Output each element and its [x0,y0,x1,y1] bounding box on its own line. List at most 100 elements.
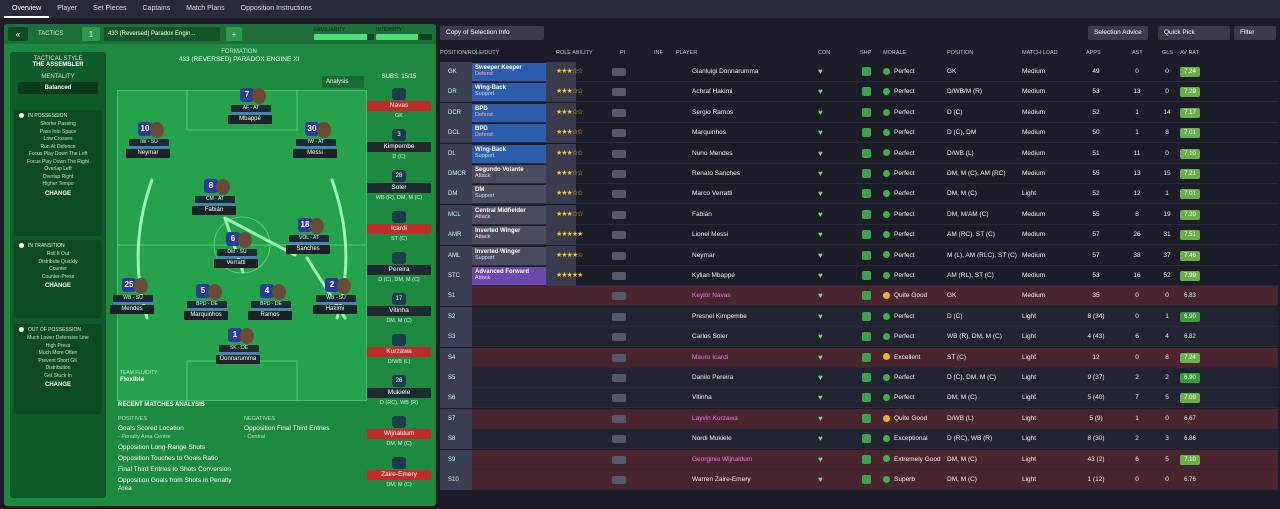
copy-selection-info-select[interactable]: Copy of Selection Info [440,26,544,40]
table-row[interactable]: S4 Mauro Icardi ♥ Excellent ST (C) Light 12 0 8 7… [440,347,1278,368]
player-name[interactable]: Keylor Navas [692,292,731,300]
player-name[interactable]: Vitinha [692,394,712,402]
column-header[interactable]: INF [654,50,663,56]
pi-icon[interactable] [612,272,626,280]
player-name[interactable]: Carlos Soler [692,333,728,341]
table-row[interactable]: S1 Keylor Navas ♥ Quite Good GK Medium 35 0 0 6.8… [440,286,1278,307]
table-row[interactable]: STC Advanced Forward Attack ★★★★★ Kylian Mba… [440,266,1278,286]
tactic-select[interactable]: 433 (Reversed) Paradox Engin... [104,27,220,41]
table-row[interactable]: S10 Warren Zaire-Emery ♥ Superb DM, M (C) Lig… [440,470,1278,490]
pitch-player[interactable]: 6 DM - SU Verratti [211,232,261,278]
change-in-transition-button[interactable]: CHANGE [44,283,71,289]
table-row[interactable]: S6 Vitinha ♥ Perfect DM, M (C) Light 5 (40) 7 5 7… [440,388,1278,409]
pi-icon[interactable] [612,374,626,382]
sub-player[interactable]: Navas GK [367,88,431,132]
pi-icon[interactable] [612,231,626,240]
formation-select[interactable]: 433 (REVERSED) PARADOX ENGINE XI [178,56,300,63]
role-select[interactable]: DM Support [472,185,546,204]
table-row[interactable]: AML Inverted Winger Support ★★★★☆ Neymar ♥ Per… [440,245,1278,266]
recent-analysis-link[interactable]: RECENT MATCHES ANALYSIS [118,402,205,408]
pi-icon[interactable] [612,435,626,444]
sub-player[interactable]: Icardi ST (C) [367,211,431,255]
pi-icon[interactable] [612,88,626,97]
sub-player[interactable]: Zaire-Emery DM, M (C) [367,457,431,501]
player-name[interactable]: Nordi Mukiele [692,435,732,443]
sub-player[interactable]: 28 Soler WB (R), DM, M (C) [367,170,431,214]
tactic-slot[interactable]: 1 [82,27,100,41]
table-row[interactable]: S3 Carlos Soler ♥ Perfect WB (R), DM, M (C) L… [440,327,1278,348]
player-name[interactable]: Neymar [692,251,715,259]
player-name[interactable]: Nuno Mendes [692,149,733,157]
pi-icon[interactable] [612,170,626,178]
pitch-player[interactable]: 2 WB - SU Hakimi [310,278,360,324]
role-select[interactable]: BPD Defend [472,103,546,122]
player-name[interactable]: Fabián [692,210,712,218]
pi-icon[interactable] [612,190,626,199]
player-name[interactable]: Kylian Mbappé [692,272,735,279]
player-name[interactable]: Sergio Ramos [692,108,734,116]
analysis-button[interactable]: Analysis [322,76,364,88]
role-select[interactable]: Segundo Volante Attack [472,165,546,183]
nav-tab[interactable]: Captains [142,5,171,12]
table-row[interactable]: GK Sweeper Keeper Defend ★★★☆☆ Gianluigi Don… [440,62,1278,82]
role-select[interactable]: Sweeper Keeper Defend [472,63,546,81]
pi-icon[interactable] [612,394,626,403]
filter-button[interactable]: Filter [1234,26,1276,40]
sub-player[interactable]: Wijnaldum DM, M (C) [367,416,431,460]
table-row[interactable]: DCL BPD Defend ★★★☆☆ Marquinhos ♥ Perfect D (C)… [440,123,1278,144]
pi-icon[interactable] [612,108,626,117]
pi-icon[interactable] [612,149,626,158]
table-row[interactable]: DCR BPD Defend ★★★☆☆ Sergio Ramos ♥ Perfect D (… [440,102,1278,123]
pi-icon[interactable] [612,333,626,342]
player-name[interactable]: Mauro Icardi [692,353,729,361]
table-row[interactable]: S7 Layvin Kurzawa ♥ Quite Good D/WB (L) Light… [440,408,1278,429]
table-row[interactable]: AMR Inverted Winger Attack ★★★★★ Lionel Mess… [440,225,1278,246]
pi-icon[interactable] [612,129,626,138]
table-row[interactable]: DL Wing-Back Support ★★★☆☆ Nuno Mendes ♥ Perfe… [440,143,1278,164]
sub-player[interactable]: Pereira D (C), DM, M (C) [367,252,431,296]
nav-tab[interactable]: Set Pieces [93,5,127,12]
sub-player[interactable]: 3 Kimpembe D (C) [367,129,431,173]
role-select[interactable]: Wing-Back Support [472,83,546,102]
pitch-player[interactable]: 8 CM - AT Fabián [189,179,239,225]
table-row[interactable]: S8 Nordi Mukiele ♥ Exceptional D (RC), WB (R… [440,429,1278,450]
pitch-player[interactable]: 7 AF - AT Mbappé [225,88,275,134]
table-row[interactable]: S9 Georginio Wijnaldum ♥ Extremely Good DM, … [440,449,1278,470]
sub-player[interactable]: 17 Vitinha DM, M (C) [367,293,431,337]
nav-tab[interactable]: Match Plans [186,5,225,12]
table-row[interactable]: DM DM Support ★★★☆☆ Marco Verratti ♥ Perfect DM… [440,184,1278,205]
column-header[interactable]: AST [1132,50,1143,56]
player-name[interactable]: Layvin Kurzawa [692,414,738,422]
column-header[interactable]: GLS [1162,50,1174,56]
pi-icon[interactable] [612,353,626,362]
pitch-player[interactable]: 5 BPD - DE Marquinhos [181,284,231,330]
player-name[interactable]: Marco Verratti [692,190,733,198]
role-select[interactable]: Inverted Winger Attack [472,226,546,245]
add-tactic-button[interactable]: + [226,27,242,41]
column-header[interactable]: SHP [860,50,872,56]
back-button[interactable]: « [8,27,28,41]
pitch-player[interactable]: 25 WB - SU Mendes [107,278,157,324]
pi-icon[interactable] [612,68,626,76]
player-name[interactable]: Marquinhos [692,129,726,137]
role-select[interactable]: BPD Defend [472,124,546,143]
mentality-select[interactable]: Balanced [18,82,98,94]
nav-tab[interactable]: Opposition Instructions [240,5,312,12]
column-header[interactable]: MATCH LOAD [1022,50,1058,56]
sub-player[interactable]: Kurzawa D/WB (L) [367,334,431,378]
player-name[interactable]: Georginio Wijnaldum [692,455,753,463]
nav-tab[interactable]: Overview [4,0,50,18]
column-header[interactable]: ROLE ABILITY [556,50,593,56]
column-header[interactable]: POSITION [947,50,974,56]
pi-icon[interactable] [612,476,626,484]
column-header[interactable]: AV RAT [1180,50,1200,56]
column-header[interactable]: POSITION/ROLE/DUTY [440,50,500,56]
player-name[interactable]: Gianluigi Donnarumma [692,68,759,75]
player-name[interactable]: Lionel Messi [692,231,729,239]
nav-tab[interactable]: Player [57,5,78,12]
pitch-player[interactable]: 4 BPD - DE Ramos [245,284,295,330]
column-header[interactable]: PI [620,50,626,56]
pi-icon[interactable] [612,312,626,321]
pi-icon[interactable] [612,210,626,219]
column-header[interactable]: APPS [1086,50,1101,56]
